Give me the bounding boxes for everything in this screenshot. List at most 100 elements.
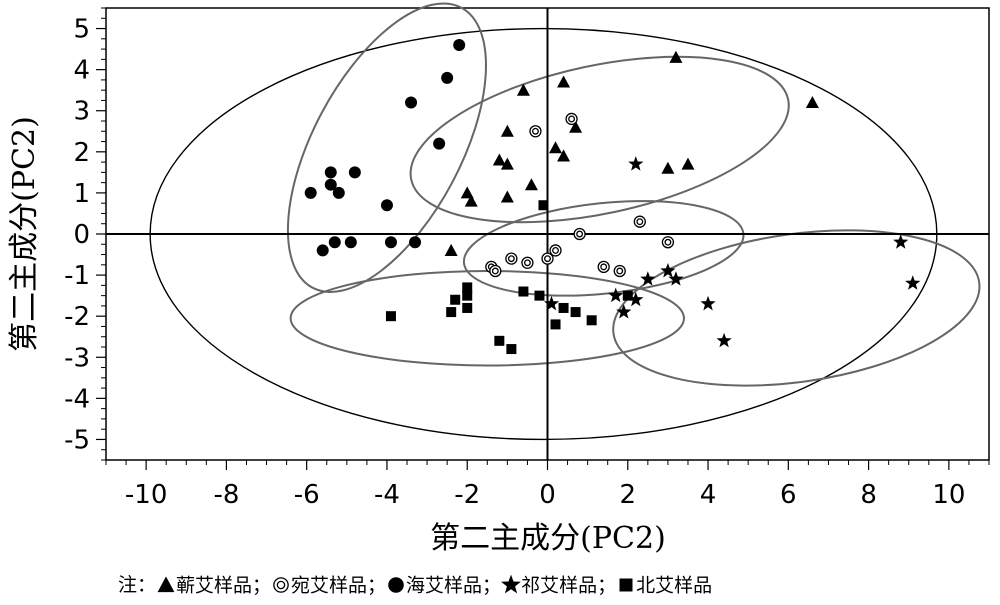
data-point-circle (332, 186, 345, 199)
legend-marker-circle-icon (388, 576, 404, 593)
data-point-circle (453, 38, 466, 51)
x-tick-label: 8 (860, 480, 877, 510)
data-point-circle (380, 199, 393, 212)
y-tick-label: -4 (64, 384, 90, 414)
y-tick-label: -2 (64, 302, 90, 332)
data-point-square (385, 311, 396, 322)
data-point-double-circle (541, 252, 554, 265)
marker-inner-ring (507, 255, 515, 263)
data-point-star (668, 271, 684, 286)
data-point-triangle (661, 161, 675, 174)
legend-label: 宛艾样品； (291, 574, 387, 596)
data-point-circle (316, 244, 329, 257)
data-point-triangle (557, 75, 571, 88)
x-tick-label: 4 (700, 480, 717, 510)
data-point-triangle (500, 124, 514, 137)
data-point-star (640, 271, 656, 286)
legend-label: 蕲艾样品； (176, 574, 272, 596)
marker-outer-ring (505, 252, 518, 265)
marker-outer-ring (273, 576, 289, 593)
data-point-triangle (524, 178, 538, 191)
marker-inner-ring (276, 580, 286, 589)
data-point-triangle (669, 50, 683, 63)
data-point-triangle (500, 190, 514, 203)
data-point-square (538, 200, 549, 211)
x-tick-label: 2 (619, 480, 636, 510)
data-point-square (534, 290, 545, 301)
marker-inner-ring (523, 259, 531, 267)
marker-outer-ring (489, 264, 502, 278)
marker-outer-ring (521, 256, 534, 269)
data-point-star (660, 262, 676, 278)
x-tick-label: -4 (374, 480, 400, 510)
y-tick-label: -5 (64, 425, 90, 455)
data-point-star (905, 275, 921, 290)
marker-inner-ring (616, 267, 624, 275)
data-point-double-circle (489, 264, 502, 278)
data-point-square (450, 294, 461, 305)
marker-outer-ring (613, 264, 626, 278)
x-tick-label: 6 (780, 480, 797, 510)
data-point-circle (384, 236, 397, 249)
data-point-square (622, 290, 633, 301)
data-point-double-circle (521, 256, 534, 269)
data-point-circle (348, 166, 361, 179)
data-point-triangle (444, 243, 458, 256)
data-point-triangle (460, 186, 474, 199)
data-point-star (608, 287, 624, 303)
data-point-square (446, 307, 457, 318)
y-axis-title: 第二主成分(PC2) (7, 116, 42, 352)
data-point-circle (405, 96, 418, 109)
x-tick-label: 10 (932, 480, 965, 510)
data-point-triangle (500, 157, 514, 170)
data-point-star (628, 156, 644, 171)
x-tick-label: -8 (213, 480, 239, 510)
data-point-double-circle (573, 227, 586, 241)
legend-marker-shape (157, 576, 175, 592)
axis-ticks (96, 7, 990, 470)
marker-outer-ring (633, 215, 646, 228)
data-point-star (893, 234, 909, 249)
data-point-square (518, 286, 529, 297)
data-point-double-circle (661, 236, 675, 249)
y-tick-label: 3 (73, 97, 90, 127)
data-point-double-circle (613, 264, 626, 278)
data-point-double-circle (549, 244, 562, 257)
marker-inner-ring (552, 246, 559, 254)
data-point-square (462, 282, 473, 293)
data-point-circle (441, 71, 454, 84)
marker-inner-ring (600, 263, 608, 271)
legend-marker-shape (619, 578, 633, 591)
legend-marker-shape (501, 574, 521, 593)
marker-inner-ring (568, 115, 576, 123)
y-tick-label: 2 (73, 138, 90, 168)
marker-inner-ring (576, 230, 584, 238)
legend-label: 祁艾样品； (521, 574, 617, 596)
data-point-circle (409, 236, 422, 249)
marker-inner-ring (544, 255, 551, 263)
y-tick-label: 5 (73, 15, 90, 45)
data-points (304, 38, 921, 355)
data-point-triangle (569, 120, 583, 133)
data-point-circle (344, 236, 357, 249)
legend-label: 北艾样品 (636, 574, 713, 596)
x-tick-label: -6 (294, 480, 320, 510)
data-point-triangle (681, 157, 695, 170)
y-tick-label: -1 (64, 261, 90, 291)
marker-outer-ring (565, 112, 578, 126)
data-point-circle (324, 178, 337, 191)
data-point-square (586, 315, 597, 326)
marker-inner-ring (664, 238, 672, 246)
data-point-triangle (516, 83, 530, 96)
data-point-triangle (492, 153, 506, 166)
data-point-circle (324, 166, 337, 179)
data-point-circle (304, 186, 317, 199)
data-point-square (462, 290, 473, 301)
marker-inner-ring (636, 218, 644, 226)
marker-outer-ring (573, 227, 586, 241)
x-tick-label: -10 (125, 480, 167, 510)
marker-outer-ring (541, 252, 554, 265)
data-point-square (462, 302, 473, 313)
